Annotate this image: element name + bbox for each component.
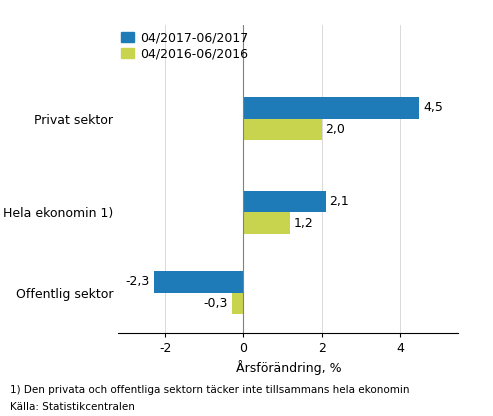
Bar: [244, 191, 325, 212]
Bar: [244, 119, 321, 140]
X-axis label: Årsförändring, %: Årsförändring, %: [236, 360, 341, 375]
Bar: [244, 212, 290, 234]
Bar: [244, 97, 420, 119]
Text: -0,3: -0,3: [204, 297, 228, 310]
Text: 1,2: 1,2: [294, 217, 314, 230]
Text: 4,5: 4,5: [423, 102, 443, 114]
Text: 2,1: 2,1: [329, 195, 349, 208]
Text: 2,0: 2,0: [325, 123, 345, 136]
Legend: 04/2017-06/2017, 04/2016-06/2016: 04/2017-06/2017, 04/2016-06/2016: [121, 31, 248, 60]
Text: Källa: Statistikcentralen: Källa: Statistikcentralen: [10, 402, 135, 412]
Text: 1) Den privata och offentliga sektorn täcker inte tillsammans hela ekonomin: 1) Den privata och offentliga sektorn tä…: [10, 385, 409, 395]
Bar: [232, 292, 244, 314]
Bar: [153, 271, 244, 292]
Text: -2,3: -2,3: [126, 275, 150, 288]
